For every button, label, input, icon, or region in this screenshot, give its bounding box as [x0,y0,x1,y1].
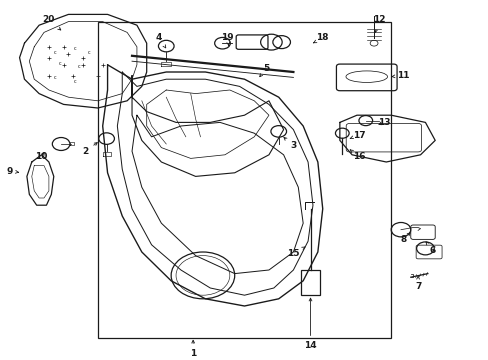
Bar [98,22,390,338]
Text: 18: 18 [313,33,328,43]
Text: 11: 11 [391,71,409,80]
Text: 6: 6 [425,242,435,255]
Bar [300,270,320,295]
Text: 12: 12 [372,15,385,32]
Text: 7: 7 [414,276,421,291]
Text: 19: 19 [221,33,233,45]
Text: 13: 13 [377,118,389,127]
Text: 20: 20 [42,15,61,30]
Text: c: c [88,50,90,55]
Text: c: c [54,50,56,55]
Text: 3: 3 [284,138,296,150]
Text: c: c [78,64,81,69]
Text: 2: 2 [82,143,97,156]
Text: c: c [73,79,76,84]
Text: 9: 9 [6,166,19,175]
Text: 1: 1 [190,340,196,358]
Text: c: c [73,46,76,51]
Text: c: c [59,61,61,66]
Text: c: c [54,75,56,80]
Text: 14: 14 [304,298,316,350]
Text: 10: 10 [35,152,48,161]
Text: 15: 15 [286,247,305,258]
Text: 5: 5 [259,64,269,77]
Text: 8: 8 [400,233,409,244]
Text: 17: 17 [349,130,365,139]
Text: 4: 4 [155,33,165,48]
Text: 16: 16 [349,150,365,161]
